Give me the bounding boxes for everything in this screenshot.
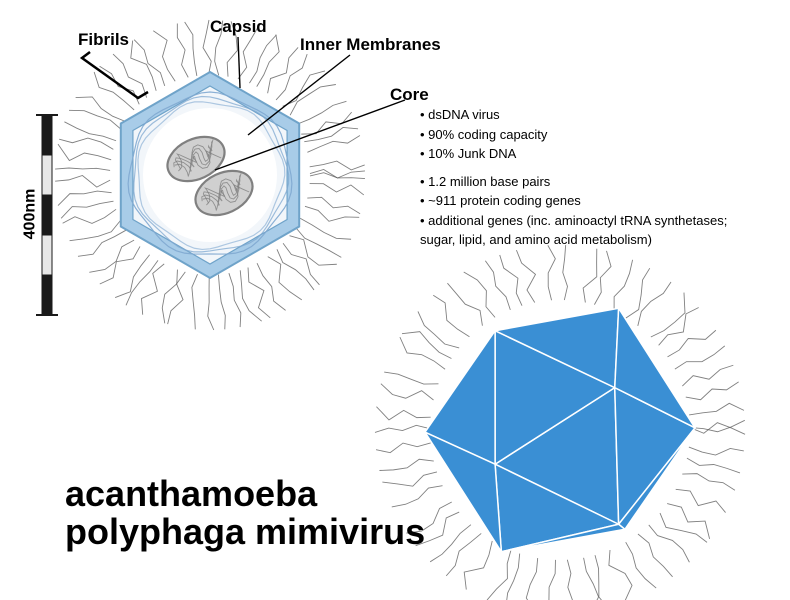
title-line-1: acanthamoeba [65,475,425,513]
label-capsid: Capsid [210,17,267,37]
label-core: Core [390,85,429,105]
facts-list: • dsDNA virus• 90% coding capacity• 10% … [420,105,750,258]
title-line-2: polyphaga mimivirus [65,513,425,551]
fact-item: • 90% coding capacity [420,125,750,145]
label-fibrils: Fibrils [78,30,129,50]
fact-item: • dsDNA virus [420,105,750,125]
fact-item: • 1.2 million base pairs [420,172,750,192]
fact-item: • ~911 protein coding genes [420,191,750,211]
label-scale: 400nm [21,189,39,240]
fact-item: • additional genes (inc. aminoactyl tRNA… [420,211,750,250]
label-inner-membranes: Inner Membranes [300,35,441,55]
fact-item: • 10% Junk DNA [420,144,750,164]
title: acanthamoeba polyphaga mimivirus [65,475,425,551]
